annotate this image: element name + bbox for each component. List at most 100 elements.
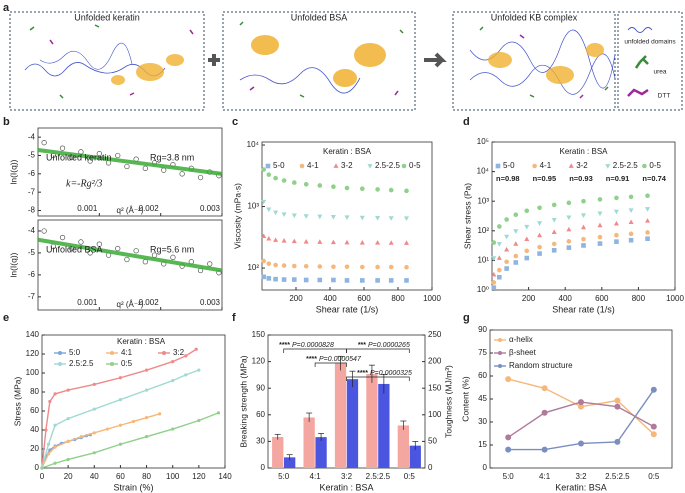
marker	[537, 205, 542, 211]
marker	[303, 238, 309, 244]
legend-label: 2.5-2.5	[613, 161, 638, 170]
helix	[546, 66, 574, 84]
legend-label: 5-0	[273, 161, 285, 170]
marker	[273, 276, 278, 282]
marker	[524, 236, 530, 242]
arrow	[424, 52, 447, 68]
marker	[59, 145, 66, 151]
marker	[92, 451, 96, 455]
legend-label: 3-2	[576, 161, 588, 170]
marker	[375, 216, 381, 221]
marker	[359, 215, 365, 221]
marker	[281, 178, 287, 183]
legend-label: 0-5	[649, 161, 661, 170]
significance-stars: ****	[357, 370, 368, 377]
y-axis-label: Content (%)	[460, 376, 470, 422]
panel-label: g	[463, 312, 470, 324]
y-axis-label: Breaking strength (MPa)	[238, 355, 248, 447]
marker	[597, 241, 603, 246]
marker	[261, 167, 267, 172]
marker	[317, 239, 323, 244]
n-label: n=0.98	[496, 174, 520, 183]
marker	[505, 446, 512, 453]
marker	[330, 239, 336, 245]
bar	[284, 457, 296, 468]
x-tick-label: 0.001	[77, 204, 98, 213]
marker	[551, 247, 557, 253]
x-tick-label: 80	[142, 472, 151, 481]
marker	[66, 417, 70, 421]
panel-label: b	[3, 116, 10, 128]
marker	[513, 253, 519, 259]
bar	[346, 379, 359, 468]
marker	[87, 250, 93, 256]
fit-line	[37, 148, 223, 176]
marker	[403, 216, 410, 222]
marker	[650, 423, 657, 430]
marker	[124, 163, 130, 170]
marker	[580, 224, 587, 230]
marker	[551, 202, 557, 208]
x-tick-label: 800	[391, 294, 405, 303]
marker	[614, 397, 621, 404]
marker	[344, 239, 350, 245]
x-tick-label: 0.001	[77, 298, 98, 307]
marker	[628, 208, 634, 214]
x-axis-label: Keratin : BSA	[319, 482, 373, 492]
legend-marker	[58, 351, 62, 355]
plot-frame	[41, 334, 226, 469]
x-axis-label: q² (Å⁻²)	[117, 206, 144, 215]
legend-marker	[498, 364, 502, 368]
marker	[48, 399, 52, 404]
marker	[505, 376, 512, 383]
marker	[66, 388, 70, 392]
y-tick-label: 15	[478, 440, 487, 449]
bar	[334, 363, 347, 468]
legend-marker	[401, 163, 407, 169]
marker	[171, 427, 175, 431]
box	[9, 11, 205, 111]
y-tick-label: 45	[478, 394, 487, 403]
x-tick-label: 400	[559, 294, 573, 303]
marker	[261, 274, 266, 280]
helix	[354, 43, 386, 67]
legend-label: 3:2	[173, 348, 185, 357]
marker	[388, 278, 394, 283]
marker	[504, 259, 509, 265]
y-tick-label: -6	[28, 270, 36, 279]
marker	[344, 278, 350, 283]
x-axis-label: Keratin: BSA	[555, 482, 607, 492]
marker	[551, 217, 557, 223]
marker	[360, 264, 365, 270]
bar	[272, 436, 284, 468]
box	[617, 11, 683, 111]
y-tick-label: 10⁴	[477, 167, 490, 176]
y-tick-label: 150	[252, 330, 266, 339]
y-axis-label: ln(I(q))	[8, 159, 18, 184]
marker	[628, 194, 634, 200]
x-tick-label: 4:1	[539, 472, 551, 481]
marker	[491, 256, 497, 261]
marker	[541, 409, 548, 416]
bar	[315, 437, 327, 468]
marker	[273, 175, 278, 181]
bar	[378, 383, 390, 468]
marker	[144, 435, 149, 439]
y-tick-label: 60	[30, 406, 39, 415]
marker	[566, 200, 572, 206]
marker	[375, 187, 380, 192]
plot-frame	[261, 141, 433, 291]
marker	[261, 233, 267, 239]
marker	[614, 195, 619, 201]
x-tick-label: 60	[116, 472, 125, 481]
legend-label: 3-2	[341, 161, 353, 170]
marker	[491, 285, 497, 290]
bar	[303, 417, 315, 468]
marker	[281, 277, 287, 282]
legend-marker	[110, 362, 114, 366]
marker	[645, 193, 650, 199]
x-tick-label: 0	[40, 472, 45, 481]
x-tick-label: 0:5	[404, 472, 416, 481]
plot-frame	[267, 334, 426, 469]
x-tick-label: 0.002	[139, 298, 160, 307]
